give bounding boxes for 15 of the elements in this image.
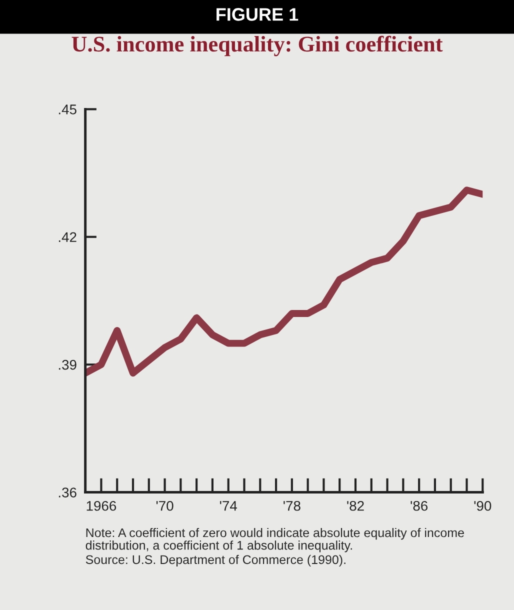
y-tick-label: .39	[58, 360, 76, 370]
x-tick-label: '78	[284, 500, 300, 511]
y-tick-label: .36	[58, 488, 76, 498]
x-tick-label: '86	[410, 500, 428, 511]
x-tick-label: '70	[156, 500, 174, 511]
caption: FIGURE 1	[216, 8, 298, 21]
y-tick-label: .42	[58, 232, 76, 242]
x-tick-label: '90	[474, 500, 492, 511]
x-tick-label: '82	[347, 500, 364, 511]
y-tick-label: .45	[58, 104, 76, 114]
x-tick-label: '74	[220, 501, 238, 511]
text: Note: A coefficient of zero would indicate absolute equality of income distribution, a coefficient of 1 absolute inequality.	[86, 528, 464, 552]
chart-title: U.S. income inequality: Gini coefficient	[72, 36, 443, 56]
x-tick-label: 1966	[86, 500, 116, 511]
source-note: Source: U.S. Department of Commerce (1990).	[86, 554, 346, 567]
